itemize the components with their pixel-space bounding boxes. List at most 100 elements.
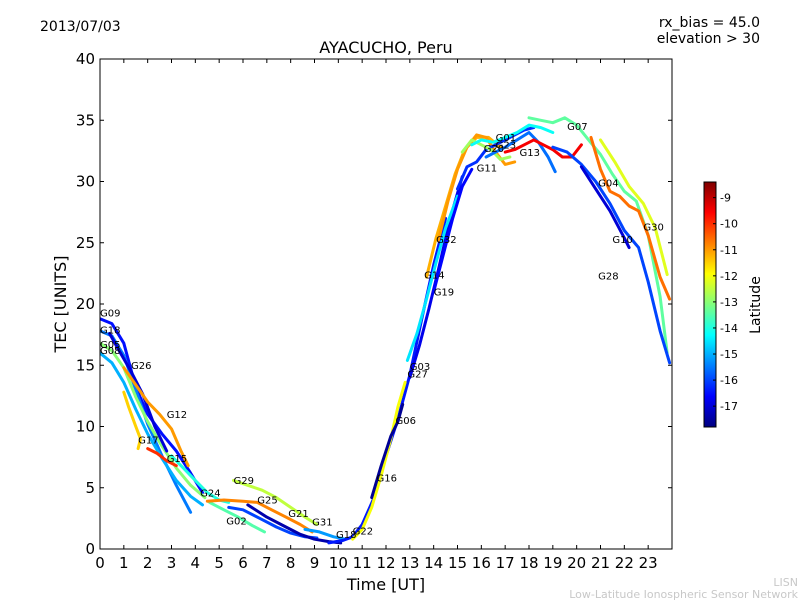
x-tick-label: 21 — [591, 554, 610, 572]
series-label-g22-15: G22 — [353, 526, 373, 537]
series-line-g04-29 — [551, 145, 672, 365]
colorbar-tick-label: -14 — [720, 322, 738, 335]
series-line-g12-5 — [122, 366, 190, 468]
x-tick-label: 8 — [286, 554, 296, 572]
series-line-g30-32 — [599, 138, 669, 277]
x-tick-label: 10 — [329, 554, 348, 572]
plot-area — [100, 59, 672, 549]
series-line-g02-10 — [208, 500, 266, 534]
series-label-g10-31: G10 — [612, 235, 632, 246]
series-line-g23-26 — [484, 131, 557, 174]
series-line-g06-17 — [370, 402, 405, 500]
x-tick-label: 19 — [543, 554, 562, 572]
y-tick-label: 25 — [76, 234, 95, 252]
series-label-g24-8: G24 — [200, 488, 220, 499]
series-label-g15-7: G15 — [167, 454, 187, 465]
x-tick-label: 4 — [191, 554, 201, 572]
x-tick-label: 13 — [400, 554, 419, 572]
colorbar-tick-label: -13 — [720, 296, 738, 309]
series-label-g25-11: G25 — [257, 496, 277, 507]
series-label-g31-13: G31 — [312, 518, 332, 529]
series-line-g18-14 — [303, 527, 347, 541]
y-axis-label: TEC [UNITS] — [51, 256, 70, 354]
series-line-g29-9 — [232, 478, 319, 526]
series-line-g19-20 — [432, 167, 474, 294]
series-line-g15-7 — [146, 447, 178, 468]
series-line-g13-27 — [503, 138, 583, 159]
series-label-g13-27: G13 — [520, 148, 540, 159]
series-label-g18-1: G18 — [100, 325, 120, 336]
x-axis-label: Time [UT] — [346, 575, 425, 594]
x-tick-label: 18 — [519, 554, 538, 572]
y-tick-label: 35 — [76, 111, 95, 129]
footer-network: Low-Latitude Ionospheric Sensor Network — [569, 588, 798, 600]
x-tick-label: 16 — [472, 554, 491, 572]
colorbar-tick-label: -17 — [720, 400, 738, 413]
series-label-g09-0: G09 — [100, 308, 120, 319]
colorbar-tick-label: -15 — [720, 348, 738, 361]
x-tick-label: 6 — [238, 554, 248, 572]
series-line-g09-0 — [100, 317, 204, 495]
series-line-g05-2 — [100, 341, 207, 500]
x-tick-label: 23 — [639, 554, 658, 572]
series-label-g03-19: G03 — [410, 362, 430, 373]
series-label-g32-22: G32 — [436, 235, 456, 246]
y-tick-label: 0 — [85, 540, 95, 558]
series-line-g20-24 — [460, 138, 512, 161]
x-tick-label: 12 — [376, 554, 395, 572]
series-label-g02-10: G02 — [226, 517, 246, 528]
series-label-g16-16: G16 — [377, 474, 397, 485]
y-axis: 0 5 10 15 20 25 30 35 40 — [76, 50, 672, 558]
chart-title: AYACUCHO, Peru — [319, 38, 452, 57]
x-tick-label: 0 — [95, 554, 105, 572]
series-label-g18-14: G18 — [336, 530, 356, 541]
y-tick-label: 40 — [76, 50, 95, 68]
colorbar-ticks: -9 -10 -11 -12 -13 -14 -15 -16 -17 — [713, 192, 738, 413]
series-line-g03-19 — [405, 194, 459, 362]
x-tick-label: 17 — [496, 554, 515, 572]
colorbar-tick-label: -16 — [720, 374, 738, 387]
series-label-g29-9: G29 — [234, 476, 254, 487]
x-axis: 0 1 2 3 4 5 6 7 8 9 10 11 12 13 14 15 16 17 18 19 20 21 22 23 — [95, 59, 658, 572]
y-tick-label: 15 — [76, 356, 95, 374]
elevation-label: elevation > 30 — [657, 31, 760, 47]
x-tick-label: 20 — [567, 554, 586, 572]
series-label-g06-17: G06 — [396, 416, 416, 427]
series-label-g19-20: G19 — [434, 287, 454, 298]
y-tick-label: 30 — [76, 173, 95, 191]
series-line-g08-3 — [100, 351, 204, 507]
series-line-g28-30 — [589, 135, 672, 301]
series-label-g07-28: G07 — [567, 122, 587, 133]
x-tick-label: 5 — [214, 554, 224, 572]
x-tick-label: 1 — [119, 554, 129, 572]
series-label-g05-2: G05 — [100, 340, 120, 351]
y-tick-label: 20 — [76, 295, 95, 313]
series-label-g20-24: G20 — [484, 144, 504, 155]
series-line-g26-4 — [108, 331, 169, 453]
colorbar-tick-label: -12 — [720, 270, 738, 283]
colorbar-tick-label: -9 — [720, 192, 731, 205]
y-tick-label: 5 — [85, 479, 95, 497]
series-label-g08-3: G08 — [100, 346, 120, 357]
series-label-g26-4: G26 — [131, 361, 151, 372]
series-label-g30-32: G30 — [643, 223, 663, 234]
series-label-g12-5: G12 — [167, 410, 187, 421]
colorbar — [703, 181, 717, 428]
x-tick-label: 7 — [262, 554, 272, 572]
x-tick-label: 22 — [615, 554, 634, 572]
series-label-g17-6: G17 — [138, 436, 158, 447]
series-label-g21-12: G21 — [288, 509, 308, 520]
x-tick-label: 14 — [424, 554, 443, 572]
colorbar-tick-label: -11 — [720, 244, 738, 257]
series-layer — [100, 116, 672, 545]
x-tick-label: 2 — [143, 554, 153, 572]
series-label-g27-18: G27 — [407, 370, 427, 381]
x-tick-label: 9 — [310, 554, 320, 572]
series-line-g10-31 — [579, 165, 631, 250]
series-label-g23-26: G23 — [496, 140, 516, 151]
series-line-g25-11 — [205, 498, 314, 534]
rx-bias-label: rx_bias = 45.0 — [659, 15, 760, 31]
footer-lisn: LISN — [773, 576, 798, 589]
